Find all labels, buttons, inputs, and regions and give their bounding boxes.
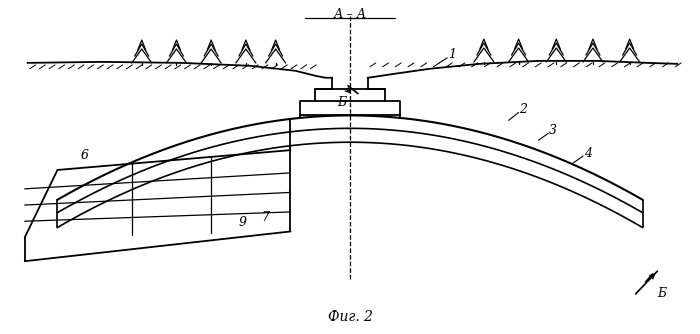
Text: 7: 7 <box>262 211 270 224</box>
Text: Б: Б <box>657 288 666 301</box>
Text: 4: 4 <box>584 147 592 160</box>
Text: 3: 3 <box>550 124 557 137</box>
Text: 2: 2 <box>519 103 528 116</box>
Text: А – А: А – А <box>333 8 367 21</box>
Text: 9: 9 <box>239 216 247 229</box>
Text: Б: Б <box>337 96 346 109</box>
Text: 1: 1 <box>448 48 456 61</box>
Text: 6: 6 <box>80 149 88 162</box>
Text: Фиг. 2: Фиг. 2 <box>328 310 372 324</box>
